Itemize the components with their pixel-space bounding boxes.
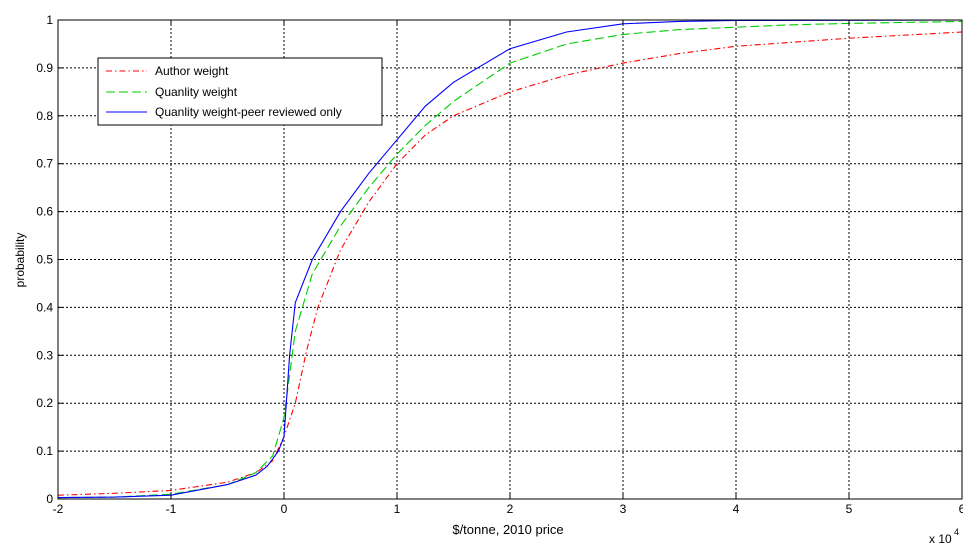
x-tick-label: 6 (959, 502, 963, 516)
y-tick-label: 0 (46, 492, 53, 506)
axis-ticks: -2 -1 0 1 2 3 4 5 6 0 0.1 0.2 0.3 0.4 0.5 0.6 0.7 0.8 0.9 1 (36, 13, 963, 516)
x-axis-multiplier-base: x 10 (929, 532, 952, 546)
series-line-1 (57, 20, 963, 499)
y-tick-label: 0.7 (36, 157, 53, 171)
y-tick-label: 0.4 (36, 300, 53, 314)
x-tick-label: 2 (507, 502, 514, 516)
legend-label-author-weight: Author weight (155, 64, 229, 78)
legend: Author weight Quanlity weight Quanlity w… (97, 57, 383, 126)
x-tick-label: 1 (394, 502, 401, 516)
y-tick-label: 0.5 (36, 253, 53, 267)
x-axis-multiplier: x 10 4 (929, 527, 959, 546)
x-tick-label: -2 (53, 502, 64, 516)
x-tick-label: -1 (166, 502, 177, 516)
y-tick-label: 0.6 (36, 205, 53, 219)
grid-lines (58, 20, 962, 499)
series-line-2 (57, 19, 963, 499)
y-tick-label: 1 (46, 13, 53, 27)
x-tick-label: 5 (846, 502, 853, 516)
y-tick-label: 0.9 (36, 61, 53, 75)
legend-label-peer-reviewed: Quanlity weight-peer reviewed only (155, 105, 342, 119)
x-axis-multiplier-exponent: 4 (954, 527, 959, 537)
y-axis-label: probability (13, 233, 27, 288)
series-lines (57, 19, 963, 499)
y-tick-label: 0.3 (36, 348, 53, 362)
legend-label-quality-weight: Quanlity weight (155, 85, 238, 99)
y-tick-label: 0.2 (36, 396, 53, 410)
x-tick-label: 0 (281, 502, 288, 516)
series-line-0 (57, 31, 963, 496)
y-tick-label: 0.1 (36, 444, 53, 458)
x-axis-label: $/tonne, 2010 price (452, 522, 563, 537)
x-tick-label: 3 (620, 502, 627, 516)
x-tick-label: 4 (733, 502, 740, 516)
y-tick-label: 0.8 (36, 109, 53, 123)
